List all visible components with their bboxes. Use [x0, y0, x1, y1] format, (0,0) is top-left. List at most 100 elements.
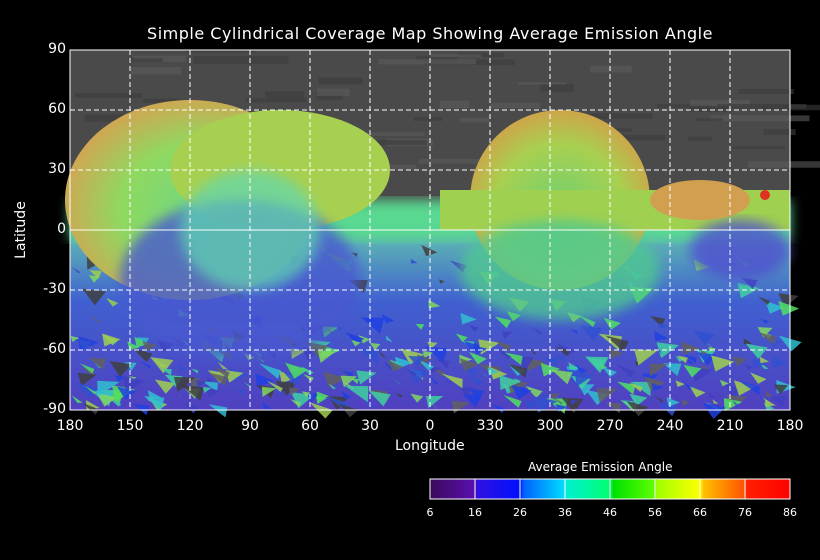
- x-tick-label: 270: [596, 418, 624, 434]
- coverage-facet: [77, 372, 97, 386]
- coverage-facet: [775, 339, 782, 345]
- y-tick-label: 30: [48, 161, 66, 177]
- coverage-facet: [607, 347, 624, 359]
- coverage-facet: [681, 341, 701, 355]
- coverage-facet: [528, 347, 538, 355]
- terrain-texture: [732, 146, 786, 149]
- coverage-facet: [588, 358, 606, 371]
- coverage-facet: [499, 375, 521, 390]
- coverage-facet: [502, 331, 513, 339]
- terrain-texture: [128, 58, 163, 63]
- coverage-facet: [511, 384, 532, 400]
- coverage-facet: [393, 378, 401, 386]
- coverage-facet: [418, 359, 435, 371]
- terrain-texture: [717, 103, 807, 109]
- coverage-facet: [191, 368, 199, 374]
- coverage-facet: [358, 335, 371, 344]
- terrain-texture: [413, 117, 443, 121]
- coverage-facet: [758, 332, 777, 345]
- coverage-facet: [385, 335, 393, 343]
- terrain-texture: [687, 136, 712, 141]
- coverage-facet: [368, 390, 391, 407]
- y-tick-label: -60: [43, 341, 66, 357]
- terrain-texture: [590, 65, 632, 73]
- coverage-facet: [568, 362, 579, 370]
- coverage-facet: [208, 404, 228, 418]
- coverage-facet: [336, 325, 344, 331]
- coverage-facet: [570, 399, 578, 406]
- colorbar-title: Average Emission Angle: [528, 460, 673, 474]
- coverage-facet: [490, 403, 505, 414]
- coverage-facet: [88, 314, 100, 323]
- coverage-facet: [427, 341, 438, 350]
- coverage-facet: [345, 332, 365, 346]
- coverage-facet: [575, 373, 594, 387]
- coverage-facet: [79, 363, 95, 374]
- map-coverage-layer: [65, 50, 820, 420]
- coverage-facet: [154, 379, 176, 394]
- y-axis-label: Latitude: [12, 201, 29, 259]
- coverage-facet: [381, 314, 395, 324]
- coverage-facet: [236, 389, 245, 395]
- colorbar-tick-label: 26: [513, 506, 527, 519]
- coverage-facet: [142, 340, 158, 352]
- coverage-facet: [436, 358, 450, 369]
- terrain-texture: [143, 98, 182, 103]
- coverage-facet: [339, 403, 359, 418]
- coverage-facet: [428, 299, 441, 309]
- terrain-texture: [590, 113, 653, 119]
- coverage-facet: [683, 353, 697, 364]
- x-tick-label: 120: [176, 418, 204, 434]
- coverage-facet: [551, 396, 563, 405]
- terrain-texture: [415, 56, 459, 62]
- coverage-facet: [180, 384, 204, 402]
- coverage-facet: [603, 317, 621, 330]
- colorbar-tick-label: 86: [783, 506, 797, 519]
- coverage-facet: [71, 266, 81, 274]
- x-tick-label: 30: [361, 418, 379, 434]
- x-tick-label: 0: [425, 418, 435, 434]
- coverage-facet: [634, 349, 658, 366]
- coverage-facet: [544, 357, 559, 368]
- coverage-facet: [529, 326, 542, 335]
- coverage-facet: [139, 360, 151, 369]
- coverage-facet: [356, 370, 377, 385]
- coverage-facet: [757, 327, 773, 338]
- coverage-facet: [89, 357, 107, 371]
- coverage-facet: [150, 357, 174, 374]
- x-tick-label: 300: [536, 418, 564, 434]
- coverage-facet: [494, 316, 512, 329]
- terrain-texture: [540, 83, 574, 92]
- terrain-texture: [343, 140, 427, 146]
- coverage-facet: [580, 325, 603, 341]
- coverage-facet: [683, 364, 702, 378]
- coverage-facet: [655, 345, 662, 354]
- colorbar-tick-label: 56: [648, 506, 662, 519]
- coverage-facet: [405, 368, 418, 377]
- coverage-facet: [743, 338, 753, 345]
- coverage-facet: [760, 318, 769, 325]
- coverage-facet: [534, 396, 558, 413]
- coverage-facet: [258, 363, 282, 379]
- coverage-facet: [644, 376, 665, 391]
- x-tick-label: 180: [56, 418, 84, 434]
- coverage-facet: [351, 339, 361, 347]
- coverage-facet: [626, 400, 649, 417]
- coverage-facet: [745, 343, 768, 360]
- coverage-facet: [266, 380, 283, 392]
- terrain-texture: [763, 129, 796, 136]
- coverage-facet: [290, 399, 302, 407]
- coverage-facet: [410, 393, 424, 403]
- terrain-texture: [517, 82, 567, 85]
- coverage-facet: [605, 335, 629, 352]
- coverage-facet: [702, 402, 726, 420]
- terrain-texture: [747, 161, 820, 168]
- coverage-facet: [506, 311, 522, 322]
- coverage-facet: [96, 392, 117, 407]
- x-tick-label: 90: [241, 418, 259, 434]
- coverage-facet: [316, 396, 328, 405]
- coverage-facet: [554, 346, 569, 357]
- coverage-facet: [317, 350, 336, 363]
- coverage-facet: [340, 375, 358, 388]
- coverage-facet: [495, 340, 511, 352]
